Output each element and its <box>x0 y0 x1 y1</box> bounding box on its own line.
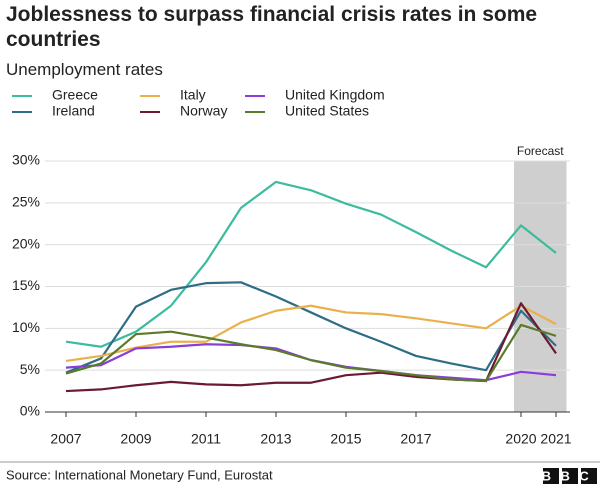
x-tick-label: 2017 <box>400 431 431 447</box>
series-line <box>65 180 557 348</box>
legend-label: United States <box>285 103 369 119</box>
x-tick-label: 2020 <box>505 431 536 447</box>
x-tick-label: 2011 <box>191 431 221 447</box>
y-tick-label: 20% <box>12 235 40 251</box>
series-line <box>65 304 557 363</box>
logo-box <box>562 468 578 484</box>
legend-label: Norway <box>180 103 227 119</box>
x-tick-label: 2015 <box>330 431 361 447</box>
legend-label: Greece <box>52 87 98 103</box>
y-tick-label: 15% <box>12 277 40 293</box>
logo: BBC <box>542 468 599 484</box>
y-tick-label: 10% <box>12 319 40 335</box>
series-line <box>65 343 557 382</box>
x-tick-label: 2013 <box>260 431 291 447</box>
x-tick-label: 2009 <box>120 431 151 447</box>
chart-title: Joblessness to surpass financial crisis … <box>6 3 538 51</box>
logo-box <box>581 468 597 484</box>
source: Source: International Monetary Fund, Eur… <box>6 467 273 482</box>
forecast-label: Forecast <box>517 144 564 158</box>
series-line <box>65 323 557 383</box>
x-tick-label: 2007 <box>50 431 81 447</box>
legend-label: United Kingdom <box>285 87 385 103</box>
logo-text: BBC <box>542 468 599 483</box>
y-tick-label: 0% <box>20 403 40 419</box>
logo-box <box>543 468 559 484</box>
chart-subtitle: Unemployment rates <box>6 60 163 79</box>
x-tick-label: 2021 <box>540 431 571 447</box>
legend-label: Italy <box>180 87 206 103</box>
y-tick-label: 5% <box>20 361 40 377</box>
legend-label: Ireland <box>52 103 95 119</box>
y-tick-label: 25% <box>12 194 40 210</box>
y-tick-label: 30% <box>12 152 40 168</box>
series-line <box>65 281 557 374</box>
